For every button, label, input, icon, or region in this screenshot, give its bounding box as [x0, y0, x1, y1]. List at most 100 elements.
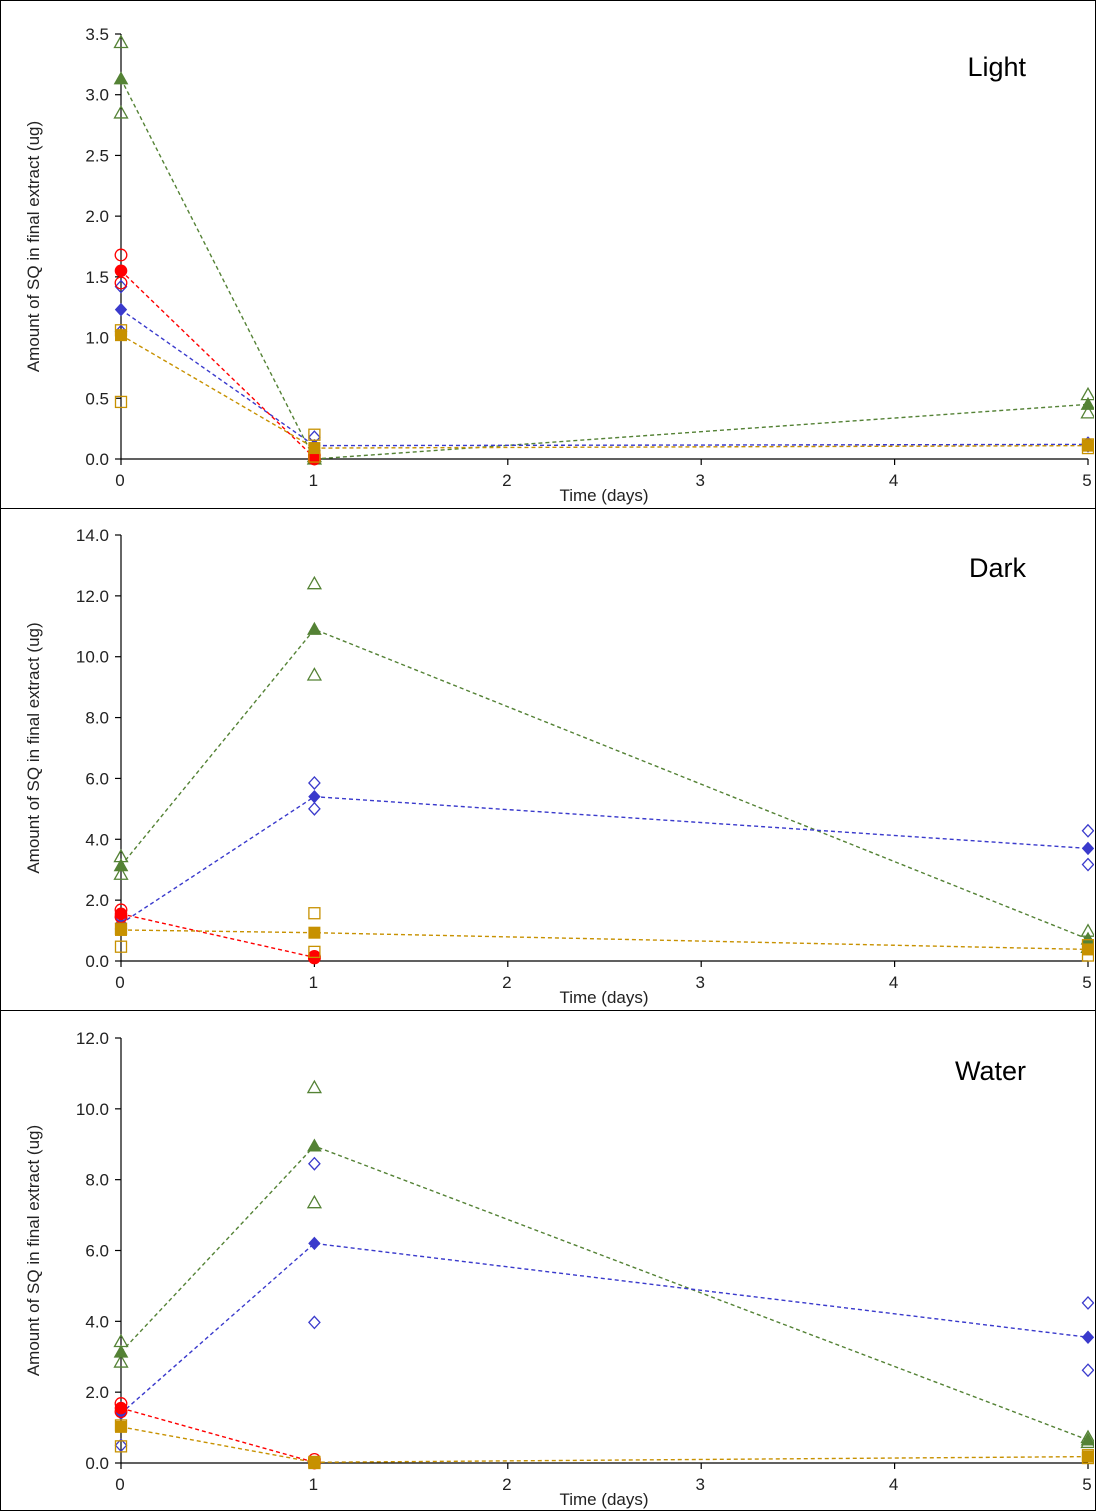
mean-square-marker [115, 1420, 127, 1433]
replicate-diamond-marker [308, 1156, 321, 1171]
replicate-diamond-marker [308, 1315, 321, 1330]
y-tick-label: 1.0 [85, 329, 109, 348]
x-axis-title: Time (days) [559, 1490, 648, 1509]
x-tick-label: 4 [889, 471, 898, 490]
y-tick-label: 10.0 [76, 1100, 109, 1119]
replicate-circle-marker [114, 248, 128, 262]
x-tick-label: 3 [695, 1475, 704, 1494]
y-tick-label: 2.5 [85, 146, 109, 165]
panel-light: 0.0 0.5 1.0 1.5 2.0 2.5 3.0 3.5 0 1 2 3 4 5 Time (days… [0, 0, 1096, 510]
mean-square-marker [308, 442, 321, 455]
x-tick-label: 2 [502, 471, 511, 490]
series-square [114, 907, 1094, 962]
replicate-square-marker [114, 1440, 128, 1453]
y-tick-label: 6.0 [85, 1242, 109, 1261]
panel-title: Light [967, 52, 1026, 82]
x-tick-label: 5 [1082, 471, 1091, 490]
x-axis-title: Time (days) [559, 988, 648, 1007]
series-line [120, 628, 1089, 940]
y-tick-label: 14.0 [76, 526, 109, 545]
replicate-diamond-marker [114, 279, 128, 294]
replicate-triangle-marker [113, 866, 129, 880]
y-tick-label: 4.0 [85, 830, 109, 849]
replicate-triangle-marker [306, 1194, 323, 1209]
replicate-diamond-marker [308, 776, 321, 790]
y-tick-label: 1.5 [85, 268, 109, 287]
x-tick-label: 5 [1082, 973, 1091, 992]
replicate-square-marker [114, 395, 128, 409]
replicate-square-marker [308, 428, 321, 441]
y-tick-label: 10.0 [76, 648, 109, 667]
series-circle [114, 248, 321, 466]
replicate-triangle-marker [113, 105, 129, 119]
series-line [120, 795, 1089, 925]
series-circle [114, 903, 321, 965]
x-tick-label: 0 [115, 1475, 124, 1494]
mean-triangle-marker [113, 71, 129, 85]
series-diamond [114, 776, 1094, 937]
y-tick-label: 0.0 [85, 1454, 109, 1473]
y-tick-label: 2.0 [85, 891, 109, 910]
mean-square-marker [115, 329, 127, 342]
panel-water: 0.0 2.0 4.0 6.0 8.0 10.0 12.0 0 1 2 3 4 5 Time (days)… [0, 1010, 1096, 1511]
mean-triangle-marker [1080, 1432, 1094, 1446]
replicate-triangle-marker [306, 667, 323, 681]
mean-square-marker [1082, 439, 1094, 452]
replicate-triangle-marker [113, 1354, 129, 1368]
series-line [120, 1242, 1089, 1414]
x-tick-label: 1 [309, 973, 318, 992]
y-tick-label: 4.0 [85, 1312, 109, 1331]
y-tick-label: 0.5 [85, 389, 109, 408]
replicate-diamond-marker [1081, 1363, 1094, 1378]
y-tick-label: 3.5 [85, 25, 109, 44]
y-tick-label: 2.0 [85, 1383, 109, 1402]
replicate-triangle-marker [306, 575, 323, 590]
series-triangle [113, 575, 1094, 953]
replicate-diamond-marker [1081, 1295, 1094, 1310]
mean-circle-marker [114, 907, 128, 921]
replicate-diamond-marker [308, 801, 321, 816]
mean-triangle-marker [113, 858, 129, 872]
x-tick-label: 3 [695, 471, 704, 490]
x-tick-label: 1 [309, 471, 318, 490]
mean-triangle-marker [1080, 931, 1094, 945]
x-tick-label: 4 [889, 973, 898, 992]
panel-dark: 0.0 2.0 4.0 6.0 8.0 10.0 12.0 14.0 0 1 2 3 4 5 Time (d… [0, 508, 1096, 1012]
x-tick-label: 0 [115, 471, 124, 490]
series-square [114, 1419, 1094, 1470]
mean-diamond-marker [1081, 841, 1094, 856]
y-tick-label: 2.0 [85, 207, 109, 226]
y-tick-label: 3.0 [85, 86, 109, 105]
y-axis-title: Amount of SQ in final extract (ug) [24, 1125, 43, 1376]
y-tick-label: 8.0 [85, 709, 109, 728]
y-axis-title: Amount of SQ in final extract (ug) [24, 121, 43, 372]
mean-square-marker [308, 1456, 321, 1469]
panel-title: Water [955, 1056, 1026, 1086]
mean-diamond-marker [308, 1236, 321, 1251]
series-line [120, 1426, 1089, 1463]
series-diamond [114, 279, 1094, 458]
replicate-triangle-marker [306, 1079, 323, 1094]
series-line [120, 929, 1089, 951]
mean-square-marker [1082, 943, 1094, 956]
y-tick-label: 0.0 [85, 952, 109, 971]
replicate-square-marker [308, 945, 321, 959]
x-tick-label: 4 [889, 1475, 898, 1494]
mean-triangle-marker [1080, 396, 1094, 410]
replicate-square-marker [308, 907, 321, 920]
y-tick-label: 8.0 [85, 1171, 109, 1190]
x-tick-label: 2 [502, 973, 511, 992]
mean-circle-marker [114, 264, 128, 278]
mean-square-marker [115, 923, 127, 936]
x-axis-title: Time (days) [559, 486, 648, 505]
x-tick-label: 3 [695, 973, 704, 992]
series-line [120, 1407, 315, 1463]
replicate-circle-marker [114, 276, 128, 290]
x-tick-label: 2 [502, 1475, 511, 1494]
series-triangle [113, 1079, 1094, 1449]
replicate-diamond-marker [1081, 823, 1094, 838]
chart-svg: 0.0 0.5 1.0 1.5 2.0 2.5 3.0 3.5 0 1 2 3 4 5 Time (days… [24, 25, 1094, 505]
mean-triangle-marker [307, 1138, 322, 1152]
chart-svg: 0.0 2.0 4.0 6.0 8.0 10.0 12.0 14.0 0 1 2 3 4 5 Time (d… [24, 526, 1094, 1007]
